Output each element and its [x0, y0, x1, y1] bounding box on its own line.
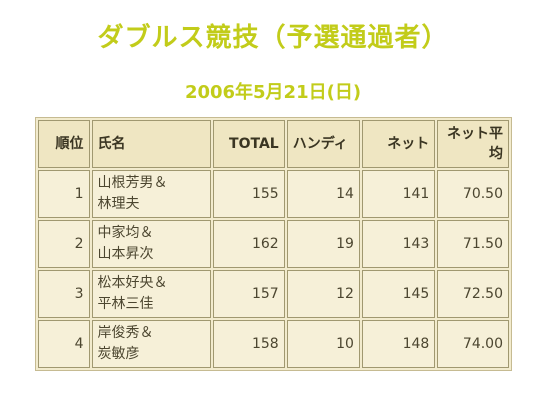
page-title: ダブルス競技（予選通過者）: [97, 23, 449, 53]
table-row: 2 中家均＆ 山本昇次 162 19 143 71.50: [38, 220, 509, 268]
name-cell: 岸俊秀＆ 炭敏彦: [91, 320, 211, 368]
header-handicap: ハンディ: [286, 120, 360, 168]
player-name-2: 炭敏彦: [97, 346, 140, 362]
header-name: 氏名: [91, 120, 211, 168]
table-header-row: 順位 氏名 TOTAL ハンディ ネット ネット平均: [38, 120, 509, 168]
player-name-2: 林理夫: [97, 196, 140, 212]
name-cell: 松本好央＆ 平林三佳: [91, 270, 211, 318]
handicap-cell: 12: [286, 270, 360, 318]
net-average-cell: 74.00: [437, 320, 509, 368]
handicap-cell: 14: [286, 170, 360, 218]
table-row: 3 松本好央＆ 平林三佳 157 12 145 72.50: [38, 270, 509, 318]
player-name-1: 中家均＆: [97, 225, 154, 241]
header-total: TOTAL: [212, 120, 285, 168]
rank-cell: 3: [38, 270, 90, 318]
player-name-1: 岸俊秀＆: [97, 325, 154, 341]
player-name-1: 山根芳男＆: [97, 175, 168, 191]
net-average-cell: 71.50: [437, 220, 509, 268]
header-rank: 順位: [38, 120, 90, 168]
table-row: 4 岸俊秀＆ 炭敏彦 158 10 148 74.00: [38, 320, 509, 368]
handicap-cell: 19: [286, 220, 360, 268]
results-table: 順位 氏名 TOTAL ハンディ ネット ネット平均 1 山根芳男＆ 林理夫 15…: [35, 117, 512, 371]
header-net-average: ネット平均: [437, 120, 509, 168]
header-net: ネット: [361, 120, 436, 168]
total-cell: 157: [212, 270, 285, 318]
net-cell: 148: [361, 320, 436, 368]
rank-cell: 2: [38, 220, 90, 268]
header-net-average-line2: 均: [489, 146, 503, 162]
event-date: 2006年5月21日(日): [184, 82, 362, 103]
net-cell: 141: [361, 170, 436, 218]
player-name-2: 平林三佳: [97, 296, 154, 312]
total-cell: 158: [212, 320, 285, 368]
header-net-average-line1: ネット平: [447, 126, 503, 142]
net-average-cell: 70.50: [437, 170, 509, 218]
total-cell: 162: [212, 220, 285, 268]
handicap-cell: 10: [286, 320, 360, 368]
net-cell: 143: [361, 220, 436, 268]
player-name-1: 松本好央＆: [97, 275, 168, 291]
name-cell: 中家均＆ 山本昇次: [91, 220, 211, 268]
net-cell: 145: [361, 270, 436, 318]
rank-cell: 1: [38, 170, 90, 218]
player-name-2: 山本昇次: [97, 246, 154, 262]
rank-cell: 4: [38, 320, 90, 368]
table-row: 1 山根芳男＆ 林理夫 155 14 141 70.50: [38, 170, 509, 218]
total-cell: 155: [212, 170, 285, 218]
name-cell: 山根芳男＆ 林理夫: [91, 170, 211, 218]
net-average-cell: 72.50: [437, 270, 509, 318]
